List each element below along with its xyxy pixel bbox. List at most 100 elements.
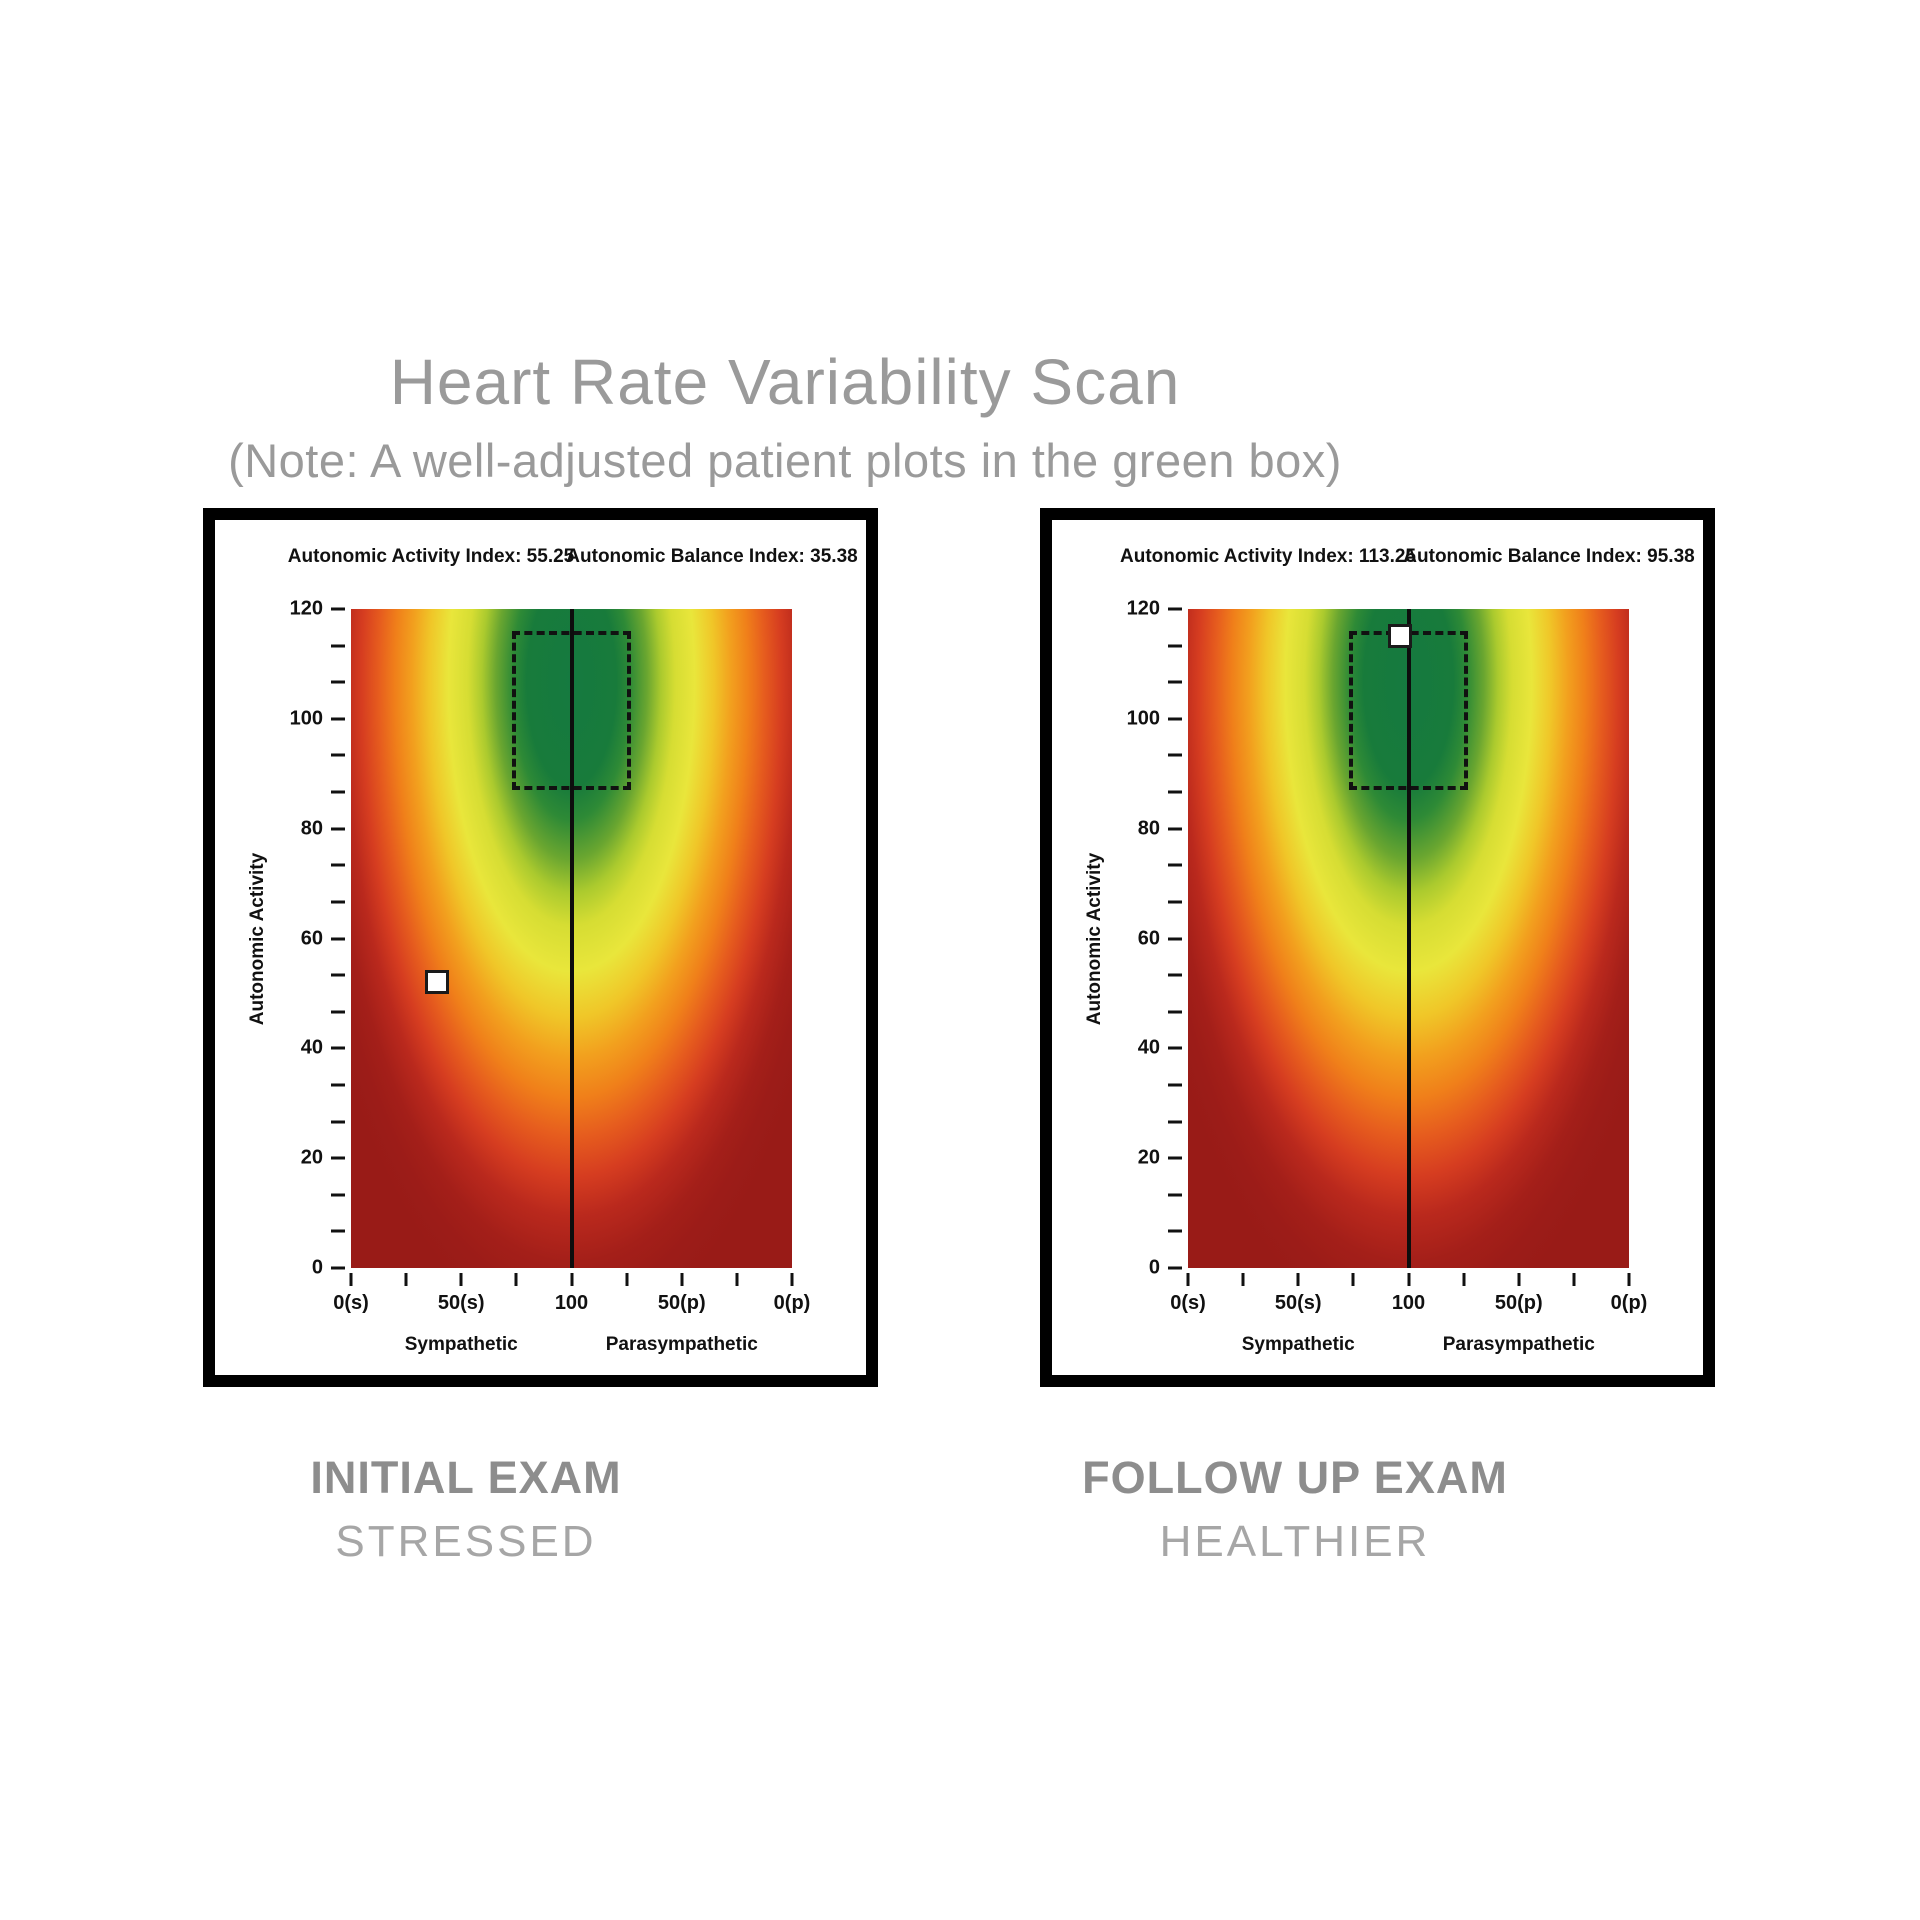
x-axis-ticks [349, 1273, 794, 1286]
y-tick [331, 1010, 345, 1014]
y-axis-tick-labels: 120 100 80 60 40 20 0 [1088, 598, 1160, 1279]
y-tick [1168, 607, 1182, 611]
y-tick [331, 753, 345, 757]
x-tick [570, 1273, 573, 1286]
hrv-panel-initial-exam: Autonomic Activity Index: 55.25 Autonomi… [203, 508, 878, 1387]
x-tick [1517, 1273, 1521, 1286]
y-tick [331, 900, 345, 904]
y-tick [331, 973, 345, 977]
x-axis-group-labels: Sympathetic Parasympathetic [351, 1334, 792, 1358]
x-tick [680, 1273, 684, 1286]
x-tick-label: 50(s) [1274, 1292, 1322, 1314]
y-tick [331, 863, 345, 867]
y-tick-label: 20 [1137, 1146, 1160, 1169]
y-tick [1168, 1046, 1182, 1050]
y-tick [331, 1046, 345, 1050]
hrv-heatmap-plot [351, 609, 792, 1268]
x-tick-label: 50(s) [437, 1292, 485, 1314]
y-tick [331, 1193, 345, 1197]
y-tick [331, 827, 345, 831]
y-tick [1168, 1156, 1182, 1160]
y-tick [331, 1083, 345, 1087]
activity-index-label: Autonomic Activity Index: 113.25 [1120, 546, 1416, 567]
x-tick-label: 50(p) [657, 1292, 706, 1314]
caption-title: FOLLOW UP EXAM [1082, 1452, 1508, 1503]
sympathetic-label: Sympathetic [1241, 1334, 1355, 1355]
y-tick [1168, 680, 1182, 684]
x-tick [735, 1273, 739, 1286]
hrv-heatmap-plot [1188, 609, 1629, 1268]
x-tick [790, 1273, 794, 1286]
caption-follow-up-exam: FOLLOW UP EXAM HEALTHIER [970, 1452, 1620, 1567]
page-title: Heart Rate Variability Scan [389, 346, 1181, 418]
y-tick [331, 717, 345, 721]
y-tick [1168, 1120, 1182, 1124]
y-tick-label: 80 [1137, 817, 1160, 840]
caption-subtitle: STRESSED [335, 1517, 597, 1566]
balance-center-line [569, 609, 574, 1268]
x-tick [1351, 1273, 1355, 1286]
y-tick-label: 120 [1126, 597, 1160, 620]
y-tick [331, 937, 345, 940]
y-tick-label: 60 [300, 927, 323, 949]
x-tick [1627, 1273, 1631, 1286]
title-block: Heart Rate Variability Scan (Note: A wel… [135, 346, 1435, 488]
y-tick-label: 100 [289, 707, 323, 730]
x-tick-label: 100 [1391, 1292, 1426, 1314]
caption-title: INITIAL EXAM [310, 1452, 622, 1503]
x-tick [459, 1273, 463, 1286]
y-axis-tick-labels: 120 100 80 60 40 20 0 [251, 598, 323, 1279]
y-tick [331, 680, 345, 684]
y-tick-label: 20 [300, 1146, 323, 1169]
x-tick [1462, 1273, 1466, 1286]
patient-data-point-marker [1387, 624, 1412, 649]
y-tick [1168, 1229, 1182, 1233]
y-axis-ticks [1168, 607, 1182, 1270]
y-tick [1168, 900, 1182, 904]
y-tick [1168, 1193, 1182, 1197]
y-tick [331, 1120, 345, 1124]
y-tick-label: 0 [1148, 1256, 1160, 1279]
y-tick [1168, 1010, 1182, 1014]
parasympathetic-label: Parasympathetic [1442, 1334, 1595, 1355]
y-tick-label: 100 [1126, 707, 1160, 730]
y-tick-label: 120 [289, 597, 323, 620]
y-tick [331, 1156, 345, 1160]
x-tick-label: 100 [554, 1292, 589, 1314]
y-tick [1168, 753, 1182, 757]
y-tick [331, 1229, 345, 1233]
patient-data-point-marker [424, 970, 449, 995]
y-tick [1168, 863, 1182, 867]
caption-initial-exam: INITIAL EXAM STRESSED [141, 1452, 791, 1567]
y-tick [1168, 790, 1182, 794]
y-tick-label: 80 [300, 817, 323, 840]
y-axis-ticks [331, 607, 345, 1270]
y-tick [1168, 717, 1182, 721]
x-tick [1186, 1273, 1190, 1286]
x-tick [1407, 1273, 1410, 1286]
y-tick [331, 644, 345, 648]
activity-index-label: Autonomic Activity Index: 55.25 [287, 546, 575, 567]
x-tick-label: 0(p) [1610, 1292, 1648, 1314]
x-tick [514, 1273, 518, 1286]
y-tick-label: 40 [300, 1036, 323, 1059]
x-tick [625, 1273, 629, 1286]
x-axis-ticks [1186, 1273, 1631, 1286]
x-tick-label: 50(p) [1494, 1292, 1543, 1314]
y-tick [1168, 1083, 1182, 1087]
x-axis-tick-labels: 0(s) 50(s) 100 50(p) 0(p) [333, 1292, 810, 1316]
hrv-panel-follow-up-exam: Autonomic Activity Index: 113.25 Autonom… [1040, 508, 1715, 1387]
x-tick [1572, 1273, 1576, 1286]
balance-center-line [1406, 609, 1411, 1268]
y-tick [1168, 644, 1182, 648]
y-tick [1168, 827, 1182, 831]
sympathetic-label: Sympathetic [404, 1334, 518, 1355]
x-axis-group-labels: Sympathetic Parasympathetic [1188, 1334, 1629, 1358]
x-tick [1296, 1273, 1300, 1286]
caption-subtitle: HEALTHIER [1159, 1517, 1431, 1566]
balance-index-label: Autonomic Balance Index: 95.38 [1403, 546, 1695, 567]
y-tick [1168, 937, 1182, 940]
parasympathetic-label: Parasympathetic [605, 1334, 758, 1355]
y-tick-label: 60 [1137, 927, 1160, 949]
x-tick-label: 0(p) [773, 1292, 811, 1314]
